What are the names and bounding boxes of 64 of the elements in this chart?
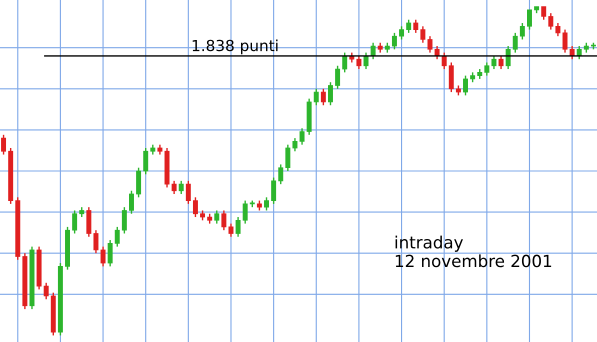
candlestick (442, 52, 447, 70)
candlestick (44, 282, 49, 300)
candlestick (228, 222, 234, 238)
candlestick (384, 42, 390, 54)
annotation: intraday 12 novembre 2001 (396, 236, 552, 268)
candlestick (108, 239, 113, 268)
candlestick (484, 62, 490, 76)
candlestick (399, 26, 404, 40)
candlestick (428, 35, 432, 54)
candlestick (378, 42, 383, 54)
candlestick (463, 74, 468, 96)
candlestick (157, 144, 162, 156)
candlestick (491, 55, 496, 70)
candlestick (456, 84, 461, 96)
candlestick (136, 167, 142, 198)
candlestick (520, 22, 525, 40)
candlestick (555, 22, 560, 37)
candlestick (242, 200, 248, 224)
candlestick (192, 196, 198, 218)
candlestick (498, 55, 504, 70)
candlestick (285, 144, 290, 172)
candlestick (342, 52, 348, 74)
candlestick (448, 62, 454, 93)
candlestick (271, 176, 276, 205)
candlestick (122, 206, 127, 234)
candlestick (93, 229, 98, 254)
candlestick (292, 137, 298, 152)
candlestick (143, 147, 148, 175)
candlestick (370, 42, 376, 60)
candlestick (506, 45, 511, 70)
candlestick (221, 210, 226, 231)
candlestick (364, 52, 368, 70)
candlestick (129, 190, 134, 214)
candlestick (100, 246, 106, 268)
candlestick (1, 134, 6, 156)
candlestick (320, 88, 326, 106)
candlestick (236, 216, 241, 238)
candlestick (420, 26, 426, 44)
candlestick (207, 213, 212, 224)
candlestick (392, 32, 397, 50)
candlestick (356, 55, 362, 70)
candlestick (477, 68, 482, 80)
ref-line-label: 1.838 punti (192, 39, 278, 54)
candlestick (72, 210, 78, 234)
candlestick (413, 19, 418, 34)
candlestick (548, 12, 554, 30)
candlestick (256, 200, 262, 212)
candlestick (86, 206, 92, 238)
candlestick (300, 128, 305, 146)
candlestick (150, 144, 156, 156)
candlestick (335, 65, 340, 90)
candlestick (584, 42, 589, 54)
candlestick (470, 72, 476, 83)
candlestick (172, 180, 177, 195)
candlestick (406, 19, 412, 34)
candlestick (314, 88, 319, 106)
candlestick (79, 206, 84, 218)
candlestick (562, 28, 568, 54)
candlestick (541, 6, 546, 20)
candlestick (264, 196, 269, 212)
candlestick (200, 210, 206, 222)
candlestick (527, 9, 532, 30)
candlestick (328, 82, 333, 106)
candlestick (186, 180, 191, 205)
